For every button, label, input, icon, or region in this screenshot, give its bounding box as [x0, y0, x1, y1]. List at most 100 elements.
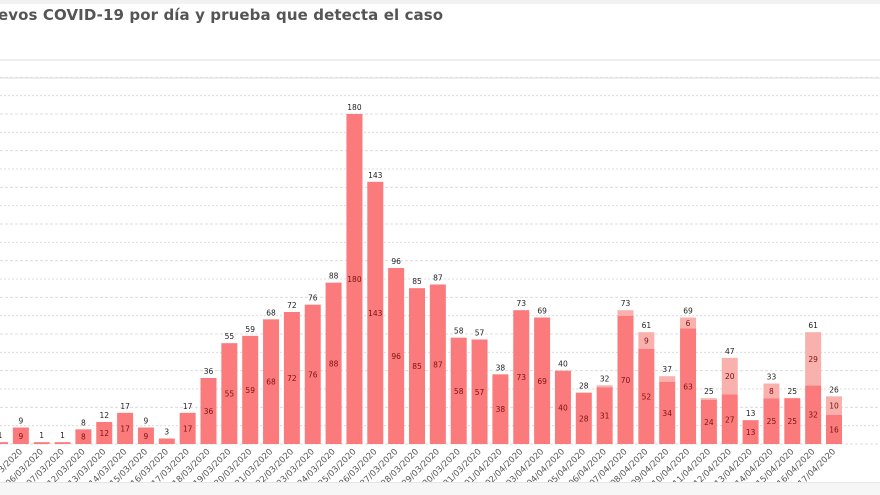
- bar-chart: 1991188121217179931717363655555959686872…: [0, 59, 880, 482]
- total-label: 88: [329, 272, 339, 281]
- inner-label-primary: 9: [144, 432, 149, 441]
- bar-primary: [429, 284, 446, 444]
- inner-label-primary: 36: [204, 407, 214, 416]
- total-label: 76: [308, 294, 318, 303]
- inner-label-primary: 28: [579, 414, 589, 423]
- inner-label-primary: 52: [642, 392, 652, 401]
- inner-label-primary: 63: [683, 382, 693, 391]
- inner-label-primary: 31: [600, 412, 610, 421]
- bar-secondary: [826, 396, 842, 415]
- chart-title: evos COVID-19 por día y prueba que detec…: [0, 6, 444, 24]
- bar-primary: [346, 114, 363, 444]
- total-label: 143: [368, 171, 383, 180]
- bar-primary: [596, 387, 613, 444]
- bar-primary: [721, 394, 738, 444]
- bar-primary: [367, 181, 384, 445]
- inner-label-secondary: 10: [829, 402, 839, 411]
- total-label: 85: [412, 277, 422, 286]
- inner-label-secondary: 29: [808, 355, 818, 364]
- total-label: 33: [767, 373, 777, 382]
- total-label: 32: [600, 374, 610, 383]
- bar-primary: [680, 328, 697, 444]
- inner-label-secondary: 6: [686, 319, 691, 328]
- inner-label-primary: 59: [245, 386, 255, 395]
- bar-primary: [304, 304, 321, 444]
- inner-label-primary: 24: [704, 418, 714, 427]
- inner-label-primary: 17: [183, 424, 193, 433]
- inner-label-secondary: 8: [769, 387, 774, 396]
- total-label: 37: [662, 365, 672, 374]
- bar-primary: [33, 442, 50, 444]
- bar-primary: [513, 310, 530, 444]
- bar-primary: [137, 427, 154, 444]
- inner-label-primary: 88: [329, 359, 339, 368]
- total-label: 26: [829, 385, 839, 394]
- inner-label-primary: 9: [18, 432, 23, 441]
- bar-primary: [179, 412, 196, 444]
- total-label: 59: [245, 325, 255, 334]
- total-label: 25: [788, 387, 798, 396]
- bar-primary: [117, 412, 134, 444]
- bar-primary: [388, 268, 405, 444]
- total-label: 36: [204, 367, 214, 376]
- inner-label-primary: 8: [81, 433, 86, 442]
- bar-primary: [826, 414, 842, 444]
- inner-label-primary: 76: [308, 370, 318, 379]
- bar-primary: [200, 378, 217, 444]
- total-label: 1: [60, 431, 65, 440]
- inner-label-primary: 27: [725, 415, 735, 424]
- total-label: 28: [579, 382, 589, 391]
- data-labels: 1991188121217179931717363655555959686872…: [0, 103, 839, 442]
- inner-label-secondary: 20: [725, 372, 735, 381]
- total-label: 13: [746, 409, 756, 418]
- bars: [0, 114, 842, 445]
- bar-primary: [283, 312, 300, 444]
- bar-primary: [96, 422, 113, 444]
- total-label: 9: [18, 417, 23, 426]
- total-label: 180: [347, 103, 362, 112]
- bar-primary: [75, 429, 92, 444]
- inner-label-primary: 17: [120, 424, 130, 433]
- bar-primary: [763, 398, 780, 444]
- bar-primary: [12, 427, 29, 444]
- total-label: 1: [39, 431, 44, 440]
- bar-primary: [492, 374, 509, 444]
- total-label: 73: [621, 299, 631, 308]
- bar-primary: [617, 315, 634, 444]
- total-label: 17: [120, 402, 130, 411]
- bar-primary: [638, 348, 655, 444]
- chart-panel: evos COVID-19 por día y prueba que detec…: [0, 0, 880, 483]
- bar-secondary: [805, 332, 822, 386]
- inner-label-primary: 12: [99, 429, 109, 438]
- total-label: 9: [144, 417, 149, 426]
- inner-label-primary: 32: [808, 411, 818, 420]
- total-label: 8: [81, 418, 86, 427]
- bar-primary: [263, 319, 280, 444]
- bar-secondary: [617, 310, 634, 316]
- bar-primary: [409, 288, 425, 444]
- total-label: 73: [516, 299, 526, 308]
- total-label: 68: [266, 308, 276, 317]
- bar-primary: [575, 392, 592, 444]
- bar-primary: [659, 381, 676, 444]
- bar-secondary: [763, 383, 780, 399]
- bar-primary: [700, 400, 717, 444]
- inner-label-primary: 85: [412, 362, 422, 371]
- bar-primary: [450, 337, 467, 444]
- bar-primary: [158, 438, 175, 444]
- inner-label-primary: 69: [537, 377, 547, 386]
- bar-secondary: [659, 376, 676, 382]
- total-label: 69: [537, 307, 547, 316]
- bar-primary: [242, 335, 259, 444]
- inner-label-primary: 13: [746, 428, 756, 437]
- inner-label-primary: 180: [347, 275, 362, 284]
- bar-primary: [805, 385, 822, 444]
- total-label: 25: [704, 387, 714, 396]
- total-label: 55: [225, 332, 235, 341]
- inner-label-primary: 57: [475, 388, 485, 397]
- total-label: 57: [475, 329, 485, 338]
- inner-label-primary: 72: [287, 374, 297, 383]
- inner-label-primary: 16: [829, 425, 839, 434]
- total-label: 17: [183, 402, 193, 411]
- total-label: 69: [683, 307, 693, 316]
